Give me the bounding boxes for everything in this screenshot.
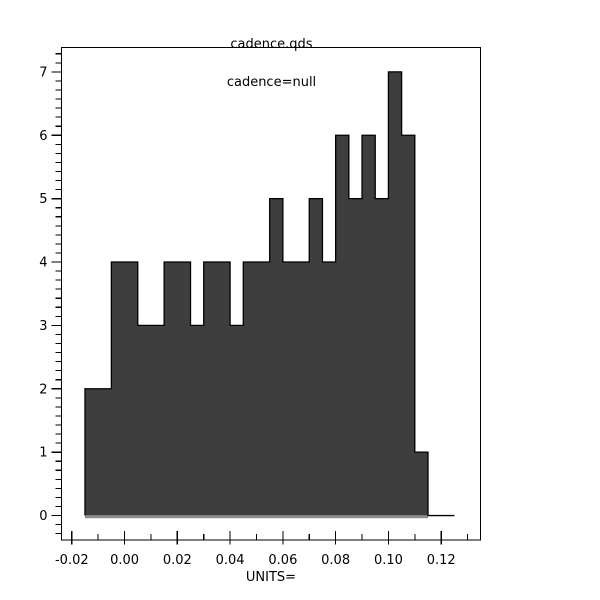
x-axis-tick-label: 0.12: [427, 553, 456, 568]
y-axis-tick-label: 4: [39, 256, 47, 271]
y-axis-tick-label: 0: [39, 509, 47, 524]
x-axis-tick-label: 0.08: [321, 553, 350, 568]
y-axis-tick-label: 3: [39, 319, 47, 334]
plot-frame: [60, 46, 482, 541]
y-axis-tick-label: 2: [39, 382, 47, 397]
x-axis-tick-label: 0.04: [216, 553, 245, 568]
histogram-bars-outline: [84, 71, 455, 517]
y-axis-tick-label: 1: [39, 446, 47, 461]
y-axis-tick-label: 5: [39, 192, 47, 207]
x-axis-tick-label: -0.02: [55, 553, 89, 568]
chart-subtitle: cadence=null: [226, 74, 317, 90]
x-axis-tick-label: 0.00: [110, 553, 139, 568]
x-axis-tick-label: 0.06: [268, 553, 297, 568]
x-axis-title: UNITS=: [246, 570, 296, 585]
x-axis-tick-label: 0.02: [163, 553, 192, 568]
y-axis-tick-label: 6: [39, 129, 47, 144]
histogram-bars-fill: [84, 71, 455, 516]
x-axis-tick-label: 0.10: [374, 553, 403, 568]
y-axis-tick-label: 7: [39, 65, 47, 80]
